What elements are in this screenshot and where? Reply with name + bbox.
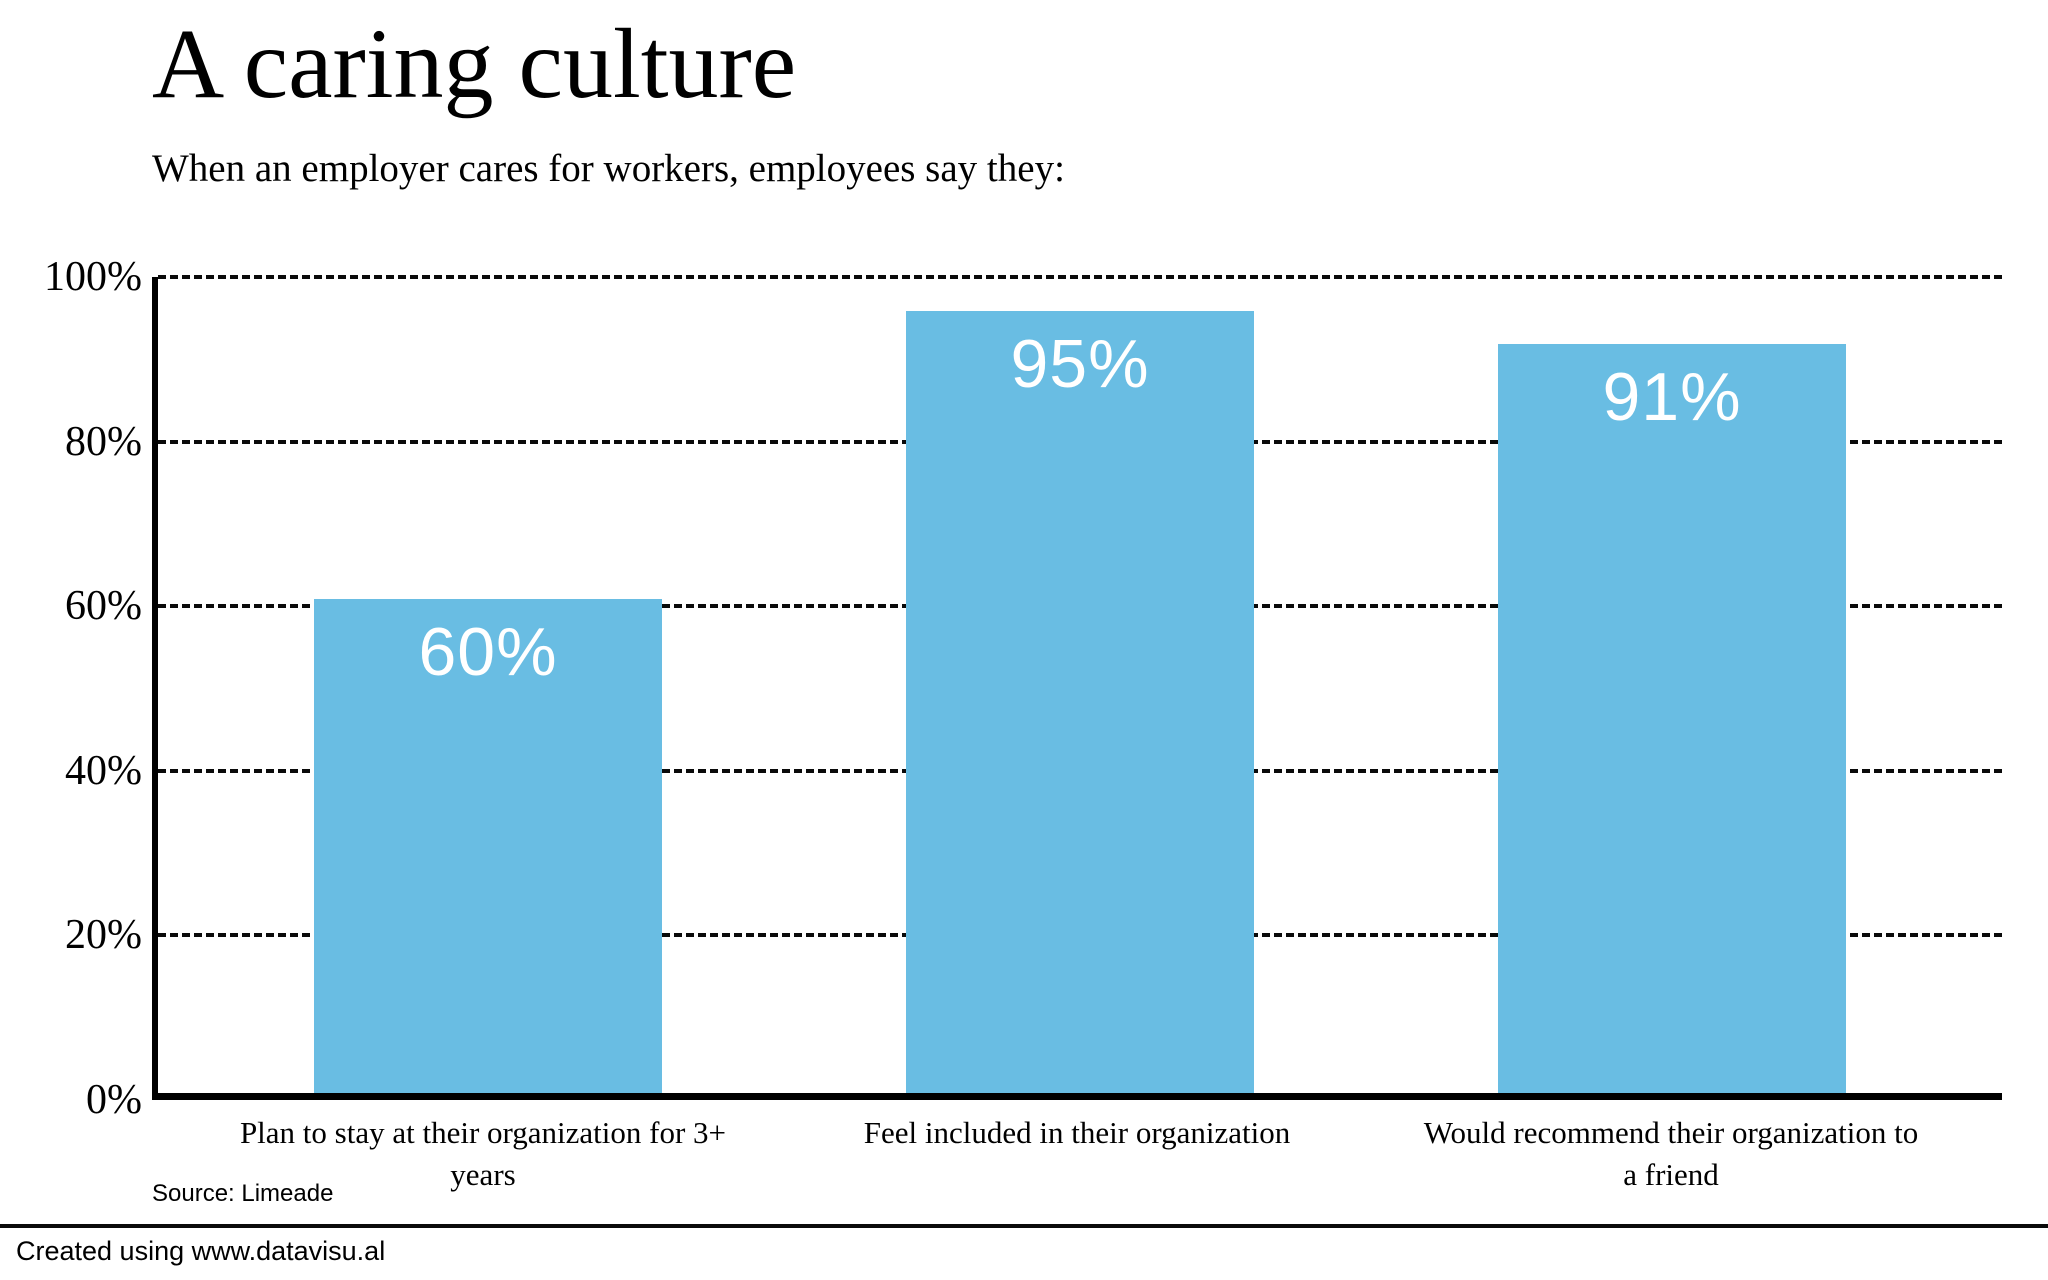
chart-title: A caring culture	[152, 8, 797, 119]
chart-subtitle: When an employer cares for workers, empl…	[152, 147, 1065, 190]
gridline-100	[158, 275, 2002, 279]
plot-area: 60% 95% 91%	[152, 275, 2002, 1100]
bar-2: 95%	[906, 311, 1254, 1093]
bar-slot-3: 91%	[1376, 277, 1968, 1093]
bar-value-label-3: 91%	[1602, 359, 1742, 436]
bar-slot-2: 95%	[784, 277, 1376, 1093]
y-tick-label-20pct: 20%	[65, 912, 142, 959]
bar-slot-1: 60%	[192, 277, 784, 1093]
bar-3: 91%	[1498, 344, 1846, 1093]
footer-credit: Created using www.datavisu.al	[16, 1236, 386, 1266]
x-label-1-line: years	[450, 1156, 516, 1192]
x-label-3-line: a friend	[1623, 1156, 1719, 1192]
bar-value-label-2: 95%	[1010, 326, 1150, 403]
y-tick-label-0pct: 0%	[86, 1077, 142, 1123]
source-note: Source: Limeade	[152, 1180, 334, 1207]
x-label-2-line: Feel included in their organization	[863, 1115, 1291, 1150]
x-label-1-line: Plan to stay at their organization for 3…	[239, 1115, 727, 1150]
x-axis-labels: Plan to stay at their organization for 3…	[152, 1112, 2002, 1196]
x-label-1: Plan to stay at their organization for 3…	[186, 1112, 780, 1196]
x-label-3: Would recommend their organization to a f…	[1374, 1112, 1968, 1196]
x-label-2: Feel included in their organization	[780, 1112, 1374, 1196]
y-tick-label-40pct: 40%	[65, 747, 142, 794]
bar-1: 60%	[314, 599, 662, 1093]
y-tick-label-60pct: 60%	[65, 583, 142, 630]
x-label-3-line: Would recommend their organization to	[1423, 1115, 1919, 1150]
bar-value-label-1: 60%	[418, 614, 558, 691]
y-tick-label-100pct: 100%	[44, 254, 142, 300]
y-tick-label-80pct: 80%	[65, 418, 142, 465]
footer-divider	[0, 1224, 2048, 1228]
bars-row: 60% 95% 91%	[158, 277, 2002, 1093]
